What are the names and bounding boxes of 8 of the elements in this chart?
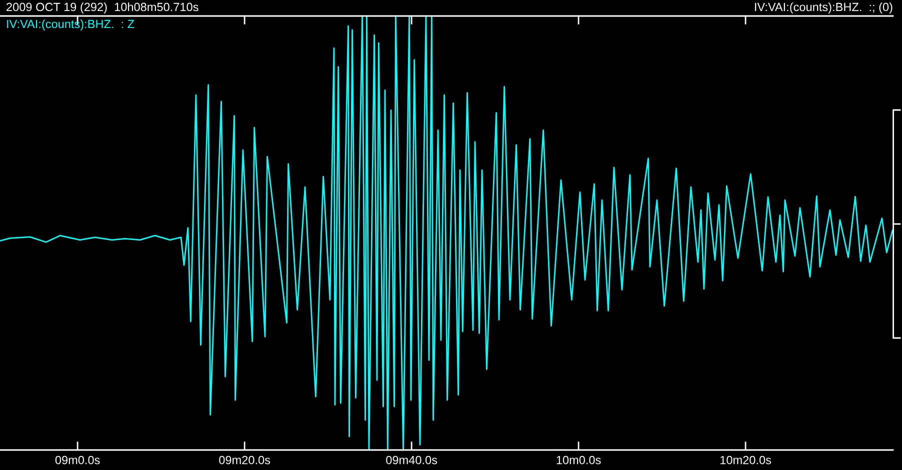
x-tick-label: 10m20.0s: [720, 456, 772, 464]
x-tick-label: 09m0.0s: [55, 456, 100, 464]
text: IV:VAI:(counts):BHZ. : Z: [7, 20, 134, 30]
chart-title: 2009 OCT 19 (292) 10h08m50.710s: [6, 2, 198, 14]
chart-subtitle: IV:VAI:(counts):BHZ. :; (0): [755, 2, 892, 14]
x-tick-label: 09m40.0s: [386, 456, 438, 464]
x-tick-label: 10m0.0s: [556, 456, 601, 464]
x-tick-label: 09m20.0s: [219, 456, 270, 464]
